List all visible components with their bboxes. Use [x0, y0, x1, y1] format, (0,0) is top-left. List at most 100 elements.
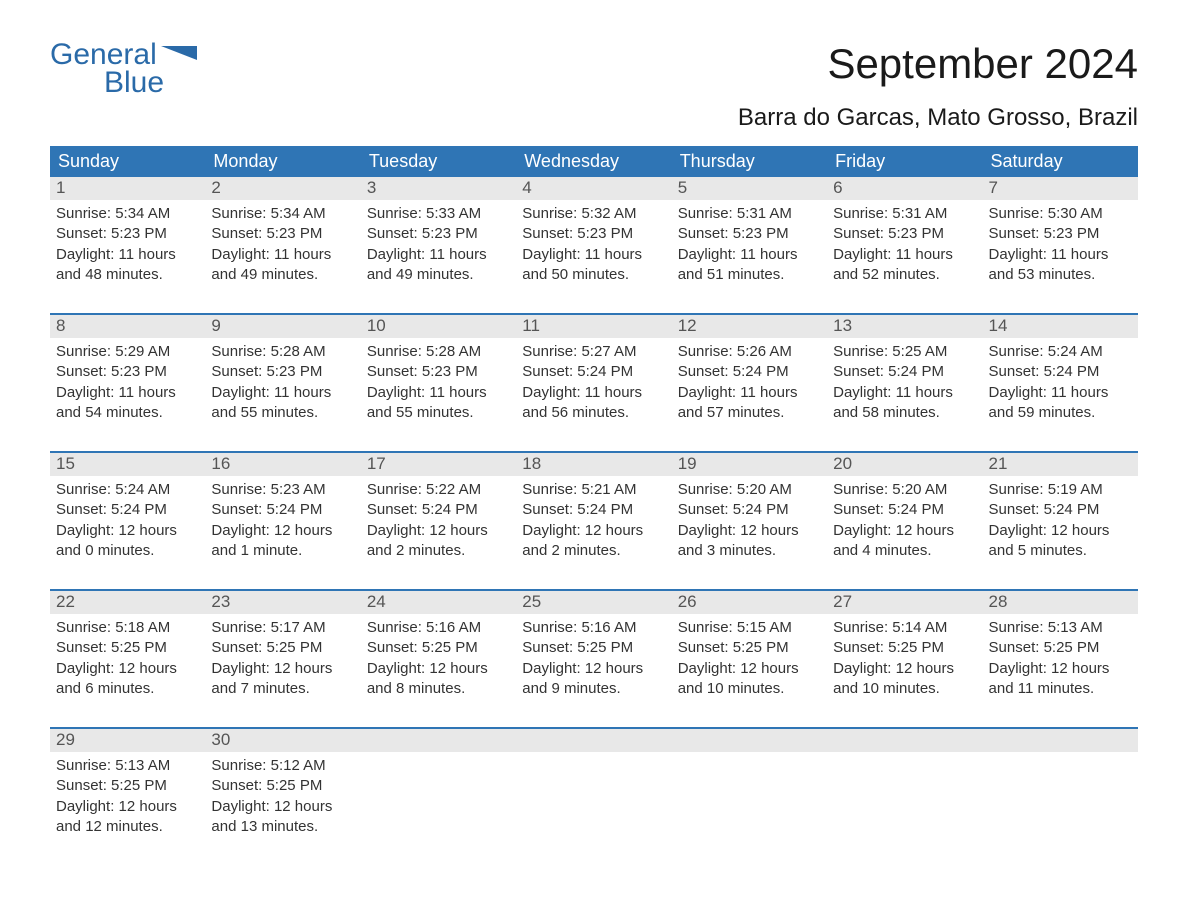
day-daylight2: and 58 minutes.: [833, 403, 976, 423]
calendar-day-cell: 25Sunrise: 5:16 AMSunset: 5:25 PMDayligh…: [516, 591, 671, 705]
day-daylight2: and 5 minutes.: [989, 541, 1132, 561]
day-daylight2: and 10 minutes.: [678, 679, 821, 699]
day-daylight1: Daylight: 12 hours: [678, 521, 821, 541]
day-daylight2: and 0 minutes.: [56, 541, 199, 561]
weekday-header: Thursday: [672, 146, 827, 177]
day-content: Sunrise: 5:23 AMSunset: 5:24 PMDaylight:…: [205, 476, 360, 567]
calendar-day-cell: 3Sunrise: 5:33 AMSunset: 5:23 PMDaylight…: [361, 177, 516, 291]
calendar-day-cell: [516, 729, 671, 843]
day-content: Sunrise: 5:29 AMSunset: 5:23 PMDaylight:…: [50, 338, 205, 429]
day-daylight1: Daylight: 12 hours: [211, 659, 354, 679]
day-daylight1: Daylight: 12 hours: [211, 521, 354, 541]
day-daylight1: Daylight: 11 hours: [367, 245, 510, 265]
calendar-day-cell: 21Sunrise: 5:19 AMSunset: 5:24 PMDayligh…: [983, 453, 1138, 567]
page-subtitle: Barra do Garcas, Mato Grosso, Brazil: [50, 104, 1138, 132]
calendar-day-cell: [361, 729, 516, 843]
day-daylight2: and 10 minutes.: [833, 679, 976, 699]
day-number: 2: [205, 177, 360, 200]
day-daylight1: Daylight: 12 hours: [56, 659, 199, 679]
day-sunset: Sunset: 5:25 PM: [56, 776, 199, 796]
day-sunset: Sunset: 5:25 PM: [678, 638, 821, 658]
day-daylight1: Daylight: 11 hours: [522, 245, 665, 265]
weekday-header: Wednesday: [516, 146, 671, 177]
day-daylight2: and 8 minutes.: [367, 679, 510, 699]
day-sunrise: Sunrise: 5:34 AM: [211, 204, 354, 224]
day-content: Sunrise: 5:24 AMSunset: 5:24 PMDaylight:…: [983, 338, 1138, 429]
day-sunset: Sunset: 5:24 PM: [678, 362, 821, 382]
day-daylight2: and 12 minutes.: [56, 817, 199, 837]
day-sunset: Sunset: 5:24 PM: [989, 500, 1132, 520]
day-daylight2: and 7 minutes.: [211, 679, 354, 699]
day-daylight1: Daylight: 11 hours: [833, 245, 976, 265]
day-daylight1: Daylight: 12 hours: [56, 797, 199, 817]
calendar-day-cell: 12Sunrise: 5:26 AMSunset: 5:24 PMDayligh…: [672, 315, 827, 429]
day-daylight2: and 2 minutes.: [522, 541, 665, 561]
day-content: Sunrise: 5:26 AMSunset: 5:24 PMDaylight:…: [672, 338, 827, 429]
day-sunrise: Sunrise: 5:16 AM: [522, 618, 665, 638]
calendar-day-cell: 14Sunrise: 5:24 AMSunset: 5:24 PMDayligh…: [983, 315, 1138, 429]
day-sunset: Sunset: 5:25 PM: [211, 776, 354, 796]
day-sunrise: Sunrise: 5:28 AM: [367, 342, 510, 362]
day-sunrise: Sunrise: 5:28 AM: [211, 342, 354, 362]
day-number: 29: [50, 729, 205, 752]
day-daylight2: and 49 minutes.: [367, 265, 510, 285]
day-daylight2: and 55 minutes.: [367, 403, 510, 423]
day-sunrise: Sunrise: 5:31 AM: [678, 204, 821, 224]
day-daylight2: and 52 minutes.: [833, 265, 976, 285]
day-daylight2: and 48 minutes.: [56, 265, 199, 285]
weekday-header: Friday: [827, 146, 982, 177]
day-daylight2: and 56 minutes.: [522, 403, 665, 423]
day-sunrise: Sunrise: 5:27 AM: [522, 342, 665, 362]
calendar-day-cell: 10Sunrise: 5:28 AMSunset: 5:23 PMDayligh…: [361, 315, 516, 429]
day-number: 15: [50, 453, 205, 476]
calendar-day-cell: 7Sunrise: 5:30 AMSunset: 5:23 PMDaylight…: [983, 177, 1138, 291]
day-number: 13: [827, 315, 982, 338]
day-sunset: Sunset: 5:23 PM: [211, 224, 354, 244]
calendar-day-cell: 27Sunrise: 5:14 AMSunset: 5:25 PMDayligh…: [827, 591, 982, 705]
calendar-week-row: 15Sunrise: 5:24 AMSunset: 5:24 PMDayligh…: [50, 451, 1138, 567]
day-sunset: Sunset: 5:25 PM: [833, 638, 976, 658]
calendar-day-cell: 8Sunrise: 5:29 AMSunset: 5:23 PMDaylight…: [50, 315, 205, 429]
day-sunrise: Sunrise: 5:16 AM: [367, 618, 510, 638]
day-sunset: Sunset: 5:25 PM: [989, 638, 1132, 658]
day-daylight2: and 54 minutes.: [56, 403, 199, 423]
day-content: Sunrise: 5:27 AMSunset: 5:24 PMDaylight:…: [516, 338, 671, 429]
day-content: Sunrise: 5:15 AMSunset: 5:25 PMDaylight:…: [672, 614, 827, 705]
day-sunset: Sunset: 5:25 PM: [56, 638, 199, 658]
day-sunset: Sunset: 5:23 PM: [833, 224, 976, 244]
calendar-day-cell: 19Sunrise: 5:20 AMSunset: 5:24 PMDayligh…: [672, 453, 827, 567]
day-daylight1: Daylight: 11 hours: [367, 383, 510, 403]
day-number: 28: [983, 591, 1138, 614]
day-number: 9: [205, 315, 360, 338]
day-number: 17: [361, 453, 516, 476]
day-daylight1: Daylight: 12 hours: [211, 797, 354, 817]
day-content: Sunrise: 5:28 AMSunset: 5:23 PMDaylight:…: [205, 338, 360, 429]
day-sunset: Sunset: 5:24 PM: [522, 500, 665, 520]
day-daylight2: and 6 minutes.: [56, 679, 199, 699]
day-daylight1: Daylight: 11 hours: [211, 383, 354, 403]
calendar-day-cell: [827, 729, 982, 843]
day-sunset: Sunset: 5:23 PM: [678, 224, 821, 244]
day-daylight1: Daylight: 12 hours: [522, 659, 665, 679]
day-sunrise: Sunrise: 5:15 AM: [678, 618, 821, 638]
calendar-day-cell: 6Sunrise: 5:31 AMSunset: 5:23 PMDaylight…: [827, 177, 982, 291]
day-number: 1: [50, 177, 205, 200]
day-sunrise: Sunrise: 5:24 AM: [989, 342, 1132, 362]
day-sunrise: Sunrise: 5:23 AM: [211, 480, 354, 500]
day-sunset: Sunset: 5:24 PM: [678, 500, 821, 520]
day-content: Sunrise: 5:34 AMSunset: 5:23 PMDaylight:…: [205, 200, 360, 291]
day-content: Sunrise: 5:31 AMSunset: 5:23 PMDaylight:…: [827, 200, 982, 291]
day-content: Sunrise: 5:12 AMSunset: 5:25 PMDaylight:…: [205, 752, 360, 843]
weekday-header: Tuesday: [361, 146, 516, 177]
day-number: 10: [361, 315, 516, 338]
day-content: Sunrise: 5:16 AMSunset: 5:25 PMDaylight:…: [516, 614, 671, 705]
day-sunrise: Sunrise: 5:26 AM: [678, 342, 821, 362]
day-sunrise: Sunrise: 5:30 AM: [989, 204, 1132, 224]
day-sunset: Sunset: 5:24 PM: [833, 500, 976, 520]
day-daylight2: and 11 minutes.: [989, 679, 1132, 699]
day-sunset: Sunset: 5:25 PM: [522, 638, 665, 658]
day-content: Sunrise: 5:17 AMSunset: 5:25 PMDaylight:…: [205, 614, 360, 705]
day-sunrise: Sunrise: 5:13 AM: [989, 618, 1132, 638]
calendar-week-row: 8Sunrise: 5:29 AMSunset: 5:23 PMDaylight…: [50, 313, 1138, 429]
day-content: Sunrise: 5:21 AMSunset: 5:24 PMDaylight:…: [516, 476, 671, 567]
